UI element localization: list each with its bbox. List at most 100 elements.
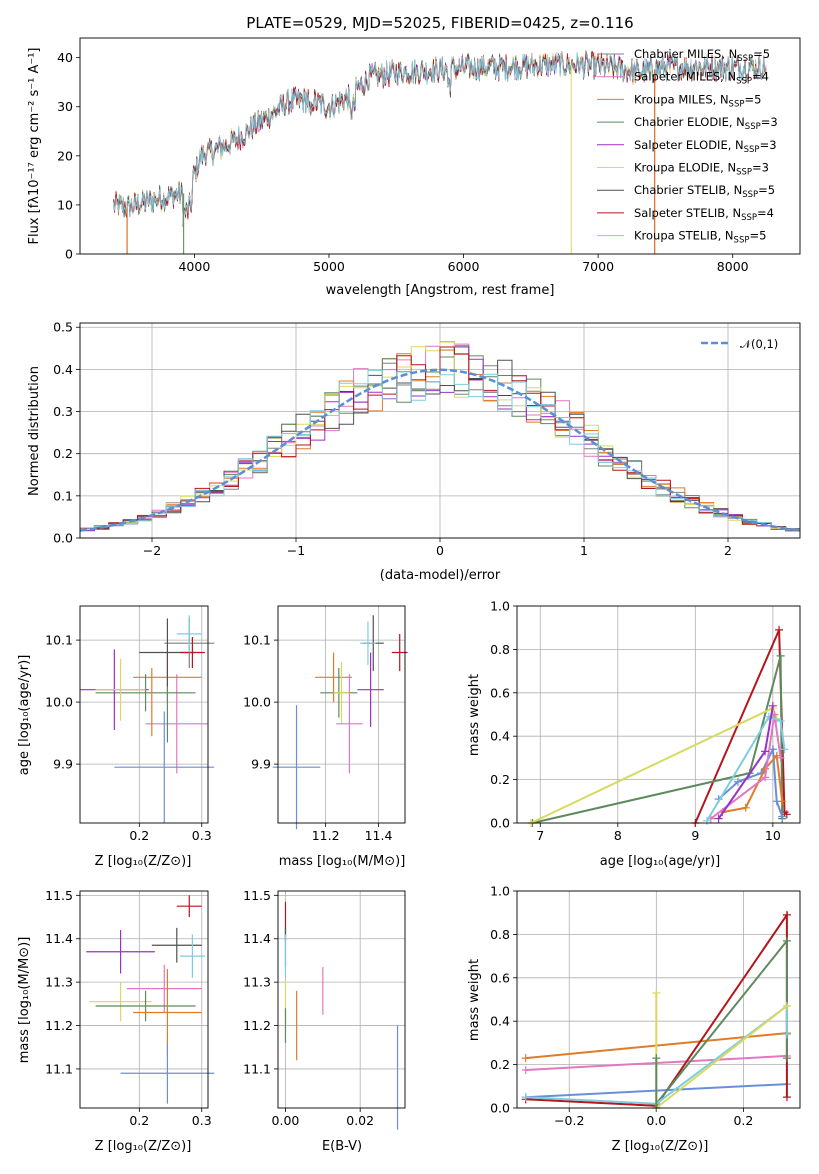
axes-frame	[277, 890, 406, 1109]
y-tick-label: 40	[57, 50, 73, 65]
weight-marker	[782, 910, 791, 919]
x-tick-label: 1	[580, 543, 588, 558]
y-tick-label: 11.4	[45, 931, 73, 946]
weight-marker	[521, 1054, 530, 1063]
legend-label: Salpeter STELIB, NSSP=4	[634, 206, 774, 223]
weight-marker	[521, 1066, 530, 1075]
x-tick-label: 8000	[717, 259, 749, 274]
spectrum-series	[113, 50, 767, 254]
massweight-vs-Z-plot: −0.2 0.0 0.2 0.0 0.2 0.4 0.6 0.8 1.0	[490, 884, 801, 1128]
x-tick-label: 9	[691, 828, 699, 843]
x-tick-label: 0.3	[192, 1113, 212, 1128]
weight-marker	[733, 777, 742, 786]
y-tick-label: 0.8	[490, 927, 510, 942]
x-tick-label: 0.2	[129, 828, 149, 843]
axes-frame	[277, 605, 406, 824]
y-tick-label: 1.0	[490, 884, 510, 899]
normal-legend-label: 𝒩(0,1)	[740, 337, 778, 351]
spectrum-plot: 4000 5000 6000 7000 8000 0 10 20 30 40	[57, 37, 801, 274]
age-vs-Z-ylabel: age [log₁₀(age/yr)]	[17, 655, 32, 776]
y-tick-label: 0.4	[490, 729, 510, 744]
weight-marker	[652, 1054, 661, 1063]
x-tick-label: 11.2	[312, 828, 340, 843]
x-tick-label: 7	[536, 828, 544, 843]
y-tick-label: 30	[57, 99, 73, 114]
weight-marker	[782, 1002, 791, 1011]
axes-frame	[79, 322, 801, 539]
spectrum-panel: PLATE=0529, MJD=52025, FIBERID=0425, z=0…	[27, 14, 801, 298]
weight-marker	[776, 753, 785, 762]
weight-marker	[714, 814, 723, 823]
x-tick-label: 0.0	[646, 1113, 666, 1128]
weight-marker	[768, 701, 777, 710]
y-tick-label: 10.1	[243, 633, 271, 648]
weight-marker	[782, 936, 791, 945]
hist-series	[80, 341, 800, 534]
weight-marker	[782, 1093, 791, 1102]
weight-marker	[780, 745, 789, 754]
legend-label: Chabrier STELIB, NSSP=5	[634, 183, 775, 200]
spectrum-xlabel: wavelength [Angstrom, rest frame]	[326, 283, 555, 298]
x-tick-label: 5000	[313, 259, 345, 274]
weight-marker	[741, 803, 750, 812]
residual-xlabel: (data-model)/error	[380, 568, 501, 583]
y-tick-label: 0.0	[490, 1101, 510, 1116]
y-tick-label: 11.5	[45, 888, 73, 903]
y-tick-label: 0.2	[490, 772, 510, 787]
mass-vs-EBV-plot: 0.00 0.02 11.1 11.2 11.3 11.4 11.5	[243, 888, 406, 1130]
y-tick-label: 10.0	[243, 695, 271, 710]
weight-line	[525, 1004, 788, 1105]
spectrum-title: PLATE=0529, MJD=52025, FIBERID=0425, z=0…	[246, 14, 633, 32]
mass-vs-EBV-xlabel: E(B-V)	[322, 1139, 362, 1154]
weight-marker	[782, 810, 791, 819]
mass-vs-Z-plot: 0.2 0.3 11.1 11.2 11.3 11.4 11.5	[45, 888, 215, 1128]
y-tick-label: 11.3	[45, 975, 73, 990]
weight-marker	[776, 651, 785, 660]
x-tick-label: 4000	[178, 259, 210, 274]
weight-line	[706, 715, 786, 822]
massweight-vs-age-plot: 7 8 9 10 0.0 0.2 0.4 0.6 0.8 1.0	[490, 599, 801, 843]
y-tick-label: 9.9	[251, 757, 271, 772]
y-tick-label: 10	[57, 197, 73, 212]
spectrum-line	[113, 51, 767, 225]
y-tick-label: 11.2	[45, 1018, 73, 1033]
residual-panel: −2 −1 0 1 2 0.0 0.1 0.2 0.3 0.4 0.5 (data-model)/e…	[27, 320, 801, 583]
y-tick-label: 0.2	[490, 1057, 510, 1072]
axes-frame	[79, 605, 209, 824]
y-tick-label: 11.2	[243, 1018, 271, 1033]
weight-marker	[761, 747, 770, 756]
age-vs-mass-xlabel: mass [log₁₀(M/M⊙)]	[279, 854, 406, 869]
x-tick-label: 8	[614, 828, 622, 843]
y-tick-label: 0.8	[490, 642, 510, 657]
x-tick-label: 0	[436, 543, 444, 558]
weight-marker	[782, 1030, 791, 1039]
x-tick-label: 0.02	[346, 1113, 374, 1128]
age-vs-Z-xlabel: Z [log₁₀(Z/Z⊙)]	[95, 854, 192, 869]
x-tick-label: 11.4	[365, 828, 393, 843]
y-tick-label: 11.5	[243, 888, 271, 903]
weight-marker	[652, 988, 661, 997]
y-tick-label: 0.0	[53, 531, 73, 546]
x-tick-label: −1	[287, 543, 305, 558]
legend-label: Kroupa ELODIE, NSSP=3	[634, 161, 769, 178]
weight-marker	[702, 816, 711, 825]
massweight-vs-Z-ylabel: mass weight	[467, 959, 482, 1041]
normal-curve	[80, 368, 800, 532]
legend-label: Chabrier MILES, NSSP=5	[634, 47, 770, 64]
x-tick-label: 0.3	[192, 828, 212, 843]
y-tick-label: 0.4	[53, 362, 73, 377]
y-tick-label: 0	[65, 247, 73, 262]
x-tick-label: 0.2	[129, 1113, 149, 1128]
y-tick-label: 0.5	[53, 320, 73, 335]
x-tick-label: 2	[724, 543, 732, 558]
x-tick-label: −0.2	[554, 1113, 584, 1128]
y-tick-label: 0.1	[53, 488, 73, 503]
weight-marker	[761, 773, 770, 782]
y-tick-label: 1.0	[490, 599, 510, 614]
residual-ylabel: Normed distribution	[27, 366, 42, 496]
x-tick-label: 0.00	[272, 1113, 300, 1128]
legend-label: Salpeter MILES, NSSP=4	[634, 70, 769, 87]
hist-step	[80, 369, 800, 534]
y-tick-label: 0.6	[490, 970, 510, 985]
